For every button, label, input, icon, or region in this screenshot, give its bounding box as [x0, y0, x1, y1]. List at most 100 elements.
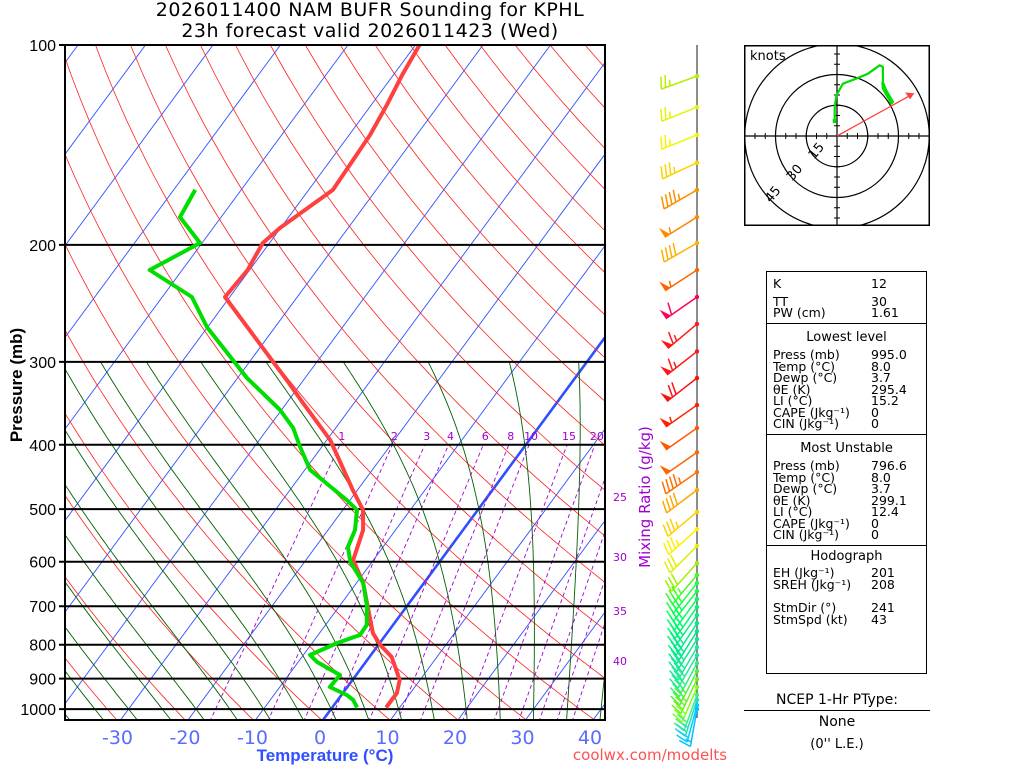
dry-adiabat-line [65, 56, 596, 720]
stat-label: Dewp (°C) [773, 481, 838, 496]
mixing-ratio-label: 25 [613, 491, 627, 504]
moist-adiabat-line [566, 361, 581, 720]
isotherm-line [65, 45, 484, 613]
k-index-label: K [773, 276, 782, 291]
most-unstable-row: LI (°C) 12.4 [773, 506, 926, 518]
stat-label: θE (K) [773, 381, 811, 397]
moist-adiabat-line [100, 361, 337, 720]
credit-link[interactable]: coolwx.com/modelts [573, 746, 727, 764]
stat-label: CAPE (Jkg⁻¹) [773, 404, 850, 420]
isotherm-line [119, 61, 605, 720]
wind-barb [661, 487, 700, 514]
chart-title: 2026011400 NAM BUFR Sounding for KPHL [155, 0, 585, 21]
y-axis-title: Pressure (mb) [7, 328, 26, 442]
wind-barb [659, 294, 700, 320]
pw-value: 1.61 [871, 305, 899, 320]
mixing-ratio-label: 30 [613, 551, 627, 564]
stat-value: 995.0 [871, 347, 907, 362]
dry-adiabat-line [65, 576, 186, 720]
dry-adiabat-line [235, 45, 605, 491]
wind-barb [669, 653, 700, 689]
wind-barb [660, 160, 700, 180]
wind-barb [659, 267, 700, 292]
wind-barb [669, 645, 700, 681]
isotherm-line [65, 45, 349, 430]
moist-adiabat-line [200, 361, 403, 720]
pressure-tick-label: 500 [29, 502, 56, 519]
wind-barbs [658, 73, 700, 748]
moist-adiabat-line [65, 581, 172, 720]
wind-barb [665, 572, 700, 605]
k-index-row: K 12 [773, 278, 926, 290]
stability-indices-panel: K 12 TT 30 PW (cm) 1.61 Lowest level Press … [766, 271, 927, 674]
dry-adiabat-line [130, 45, 605, 631]
stat-value: 8.0 [871, 358, 891, 374]
temperature-trace [223, 45, 422, 709]
isotherm-line [65, 45, 281, 339]
mixing-ratio-line [518, 476, 605, 720]
lowest-level-heading: Lowest level [806, 329, 887, 345]
hodograph-trace [833, 64, 895, 121]
pressure-tick-label: 400 [29, 438, 56, 455]
eh-value: 201 [871, 565, 895, 580]
mixing-ratio-line [420, 444, 530, 720]
most-unstable-row: Dewp (°C) 3.7 [773, 483, 926, 495]
tt-label: TT [773, 293, 789, 309]
stat-label: LI (°C) [773, 393, 813, 408]
moist-adiabat-line [65, 626, 138, 720]
most-unstable-row: θE (K) 299.1 [773, 492, 926, 508]
wind-barb [660, 321, 700, 349]
temperature-tick-label: -30 [102, 727, 133, 749]
pressure-tick-label: 900 [29, 672, 56, 689]
isotherm-line [65, 45, 416, 522]
moist-adiabat-line [342, 361, 468, 720]
lowest-level-row: θE (K) 295.4 [773, 381, 926, 397]
lowest-level-row: CIN (Jkg⁻¹) 0 [773, 418, 926, 430]
mixing-ratio-line [330, 444, 449, 720]
dry-adiabat-line [65, 412, 323, 720]
mixing-ratio-line [397, 444, 510, 720]
moist-adiabat-line [65, 533, 205, 720]
wind-barb [658, 214, 700, 238]
mixing-ratio-label: 35 [613, 605, 627, 618]
mixing-ratio-line [267, 444, 393, 720]
stat-value: 299.1 [871, 492, 907, 508]
mixing-ratio-label: 15 [562, 430, 576, 443]
dry-adiabat-line [339, 45, 605, 359]
wind-barb [660, 104, 700, 122]
wind-barb [659, 425, 700, 451]
storm-direction-value: 241 [871, 600, 895, 615]
wind-barb [670, 669, 700, 706]
hodograph-stats-section: Hodograph EH (Jkg⁻¹) 201 SREH (Jkg⁻¹) 208 … [767, 546, 926, 630]
mixing-ratio-line [303, 444, 426, 720]
moist-adiabat-line [146, 361, 370, 720]
lowest-level-row: CAPE (Jkg⁻¹) 0 [773, 404, 926, 420]
dry-adiabat-line [95, 45, 605, 679]
mixing-ratio-label: 1 [338, 430, 345, 443]
isotherm-line [65, 45, 551, 705]
wind-barb [660, 375, 700, 402]
stat-value: 796.6 [871, 458, 907, 473]
k-index-value: 12 [871, 276, 887, 291]
stat-value: 295.4 [871, 381, 907, 397]
sreh-label: SREH (Jkg⁻¹) [773, 576, 852, 592]
wind-barb [668, 637, 700, 672]
wind-barb [660, 349, 700, 376]
mixing-ratio-label: 3 [423, 430, 430, 443]
wind-barb [662, 509, 700, 537]
ptype-liquid-equivalent: (0'' L.E.) [810, 737, 864, 752]
mixing-ratio-label: 2 [391, 430, 398, 443]
storm-motion-arrowhead [905, 92, 915, 100]
stat-label: θE (K) [773, 492, 811, 508]
dry-adiabat-line [409, 45, 605, 274]
temperature-tick-label: -20 [169, 727, 200, 749]
pressure-tick-label: 600 [29, 555, 56, 572]
mixing-ratio-label: 6 [482, 430, 489, 443]
dry-adiabat-line [65, 243, 459, 720]
moist-adiabat-line [65, 429, 272, 720]
stat-label: Temp (°C) [773, 358, 836, 374]
wind-barb [660, 73, 700, 90]
moist-adiabat-line [65, 670, 105, 720]
